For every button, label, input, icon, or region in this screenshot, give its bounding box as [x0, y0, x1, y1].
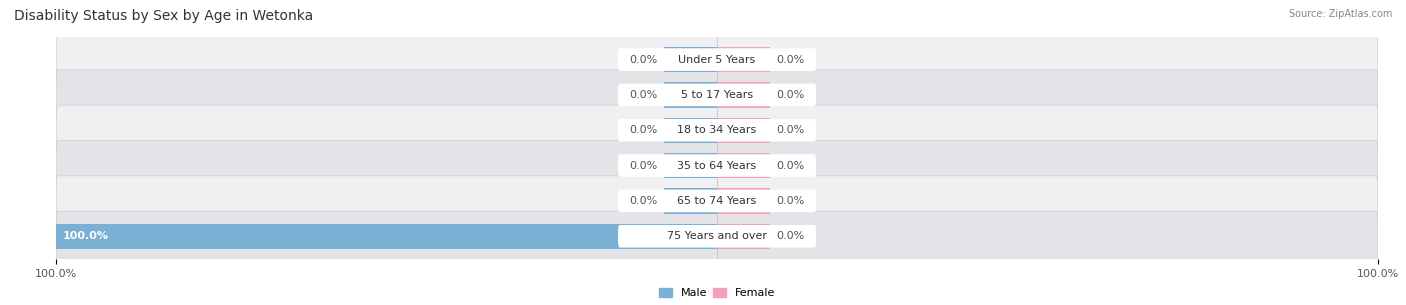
- FancyBboxPatch shape: [56, 211, 1378, 261]
- Bar: [717, 153, 770, 178]
- FancyBboxPatch shape: [56, 34, 1378, 85]
- Text: 0.0%: 0.0%: [630, 161, 658, 170]
- Text: 35 to 64 Years: 35 to 64 Years: [678, 161, 756, 170]
- FancyBboxPatch shape: [617, 225, 815, 248]
- Bar: [664, 117, 717, 143]
- Text: 0.0%: 0.0%: [630, 55, 658, 65]
- Text: 0.0%: 0.0%: [630, 196, 658, 206]
- Text: 0.0%: 0.0%: [776, 196, 804, 206]
- FancyBboxPatch shape: [617, 84, 815, 106]
- Bar: [664, 188, 717, 214]
- Bar: [664, 153, 717, 178]
- Text: 100.0%: 100.0%: [63, 231, 108, 241]
- Text: 65 to 74 Years: 65 to 74 Years: [678, 196, 756, 206]
- Bar: [664, 82, 717, 108]
- Text: 5 to 17 Years: 5 to 17 Years: [681, 90, 754, 100]
- FancyBboxPatch shape: [56, 105, 1378, 155]
- FancyBboxPatch shape: [56, 176, 1378, 226]
- Text: Source: ZipAtlas.com: Source: ZipAtlas.com: [1288, 9, 1392, 19]
- Bar: [56, 224, 717, 249]
- Bar: [717, 47, 770, 72]
- Text: 0.0%: 0.0%: [630, 90, 658, 100]
- Text: 0.0%: 0.0%: [776, 90, 804, 100]
- Text: 18 to 34 Years: 18 to 34 Years: [678, 125, 756, 135]
- FancyBboxPatch shape: [56, 70, 1378, 120]
- Text: 0.0%: 0.0%: [776, 161, 804, 170]
- Text: 0.0%: 0.0%: [630, 125, 658, 135]
- FancyBboxPatch shape: [617, 119, 815, 142]
- Text: Under 5 Years: Under 5 Years: [679, 55, 755, 65]
- FancyBboxPatch shape: [617, 154, 815, 177]
- FancyBboxPatch shape: [617, 48, 815, 71]
- Bar: [717, 117, 770, 143]
- Text: Disability Status by Sex by Age in Wetonka: Disability Status by Sex by Age in Weton…: [14, 9, 314, 23]
- Text: 75 Years and over: 75 Years and over: [666, 231, 768, 241]
- Bar: [717, 188, 770, 214]
- Bar: [717, 224, 770, 249]
- Legend: Male, Female: Male, Female: [654, 283, 780, 303]
- Text: 0.0%: 0.0%: [776, 125, 804, 135]
- Text: 0.0%: 0.0%: [776, 231, 804, 241]
- FancyBboxPatch shape: [617, 190, 815, 212]
- Bar: [664, 47, 717, 72]
- Bar: [717, 82, 770, 108]
- Text: 0.0%: 0.0%: [776, 55, 804, 65]
- FancyBboxPatch shape: [56, 141, 1378, 191]
